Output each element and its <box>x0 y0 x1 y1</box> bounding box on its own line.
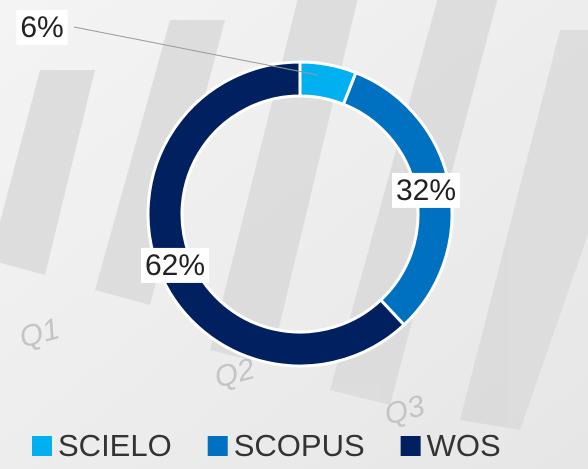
data-label-box <box>391 172 461 208</box>
leader-line <box>73 26 319 76</box>
legend-label: WOS <box>427 428 501 463</box>
legend-swatch <box>400 436 421 456</box>
data-label: 32% <box>396 174 456 207</box>
data-label: 62% <box>145 249 205 282</box>
legend-swatch <box>207 436 228 456</box>
donut-segment <box>146 60 407 368</box>
legend-label: SCIELO <box>58 428 172 463</box>
legend-label: SCOPUS <box>234 428 365 463</box>
data-label-box <box>140 247 210 283</box>
legend-swatch <box>32 436 52 456</box>
data-label-box <box>16 9 68 45</box>
data-label: 6% <box>20 11 63 44</box>
